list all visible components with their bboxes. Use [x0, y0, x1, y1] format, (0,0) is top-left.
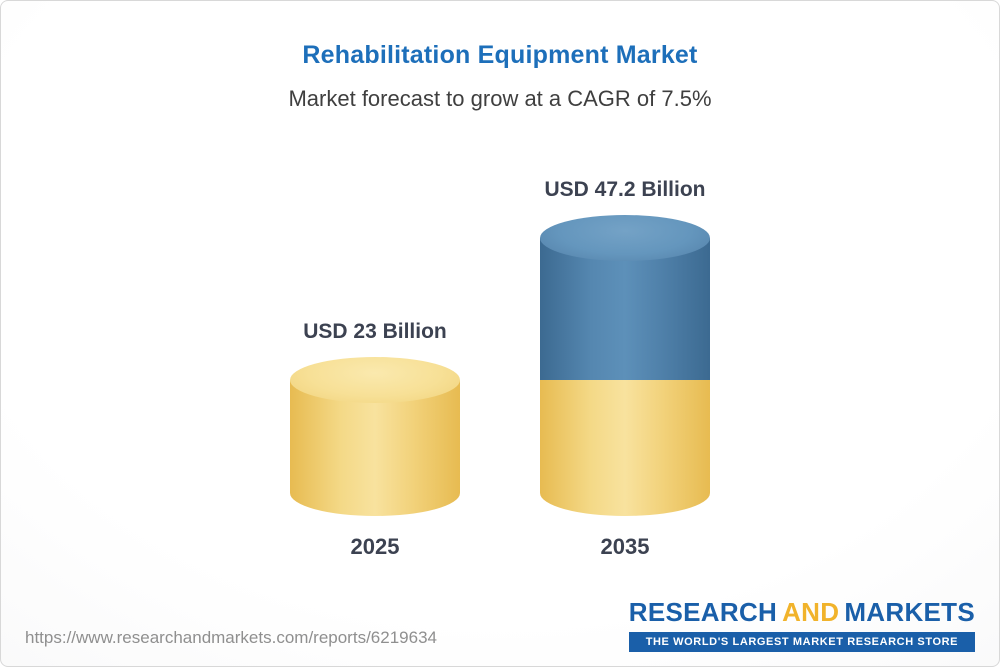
value-label-2035: USD 47.2 Billion [544, 177, 706, 201]
category-label-2025: 2025 [350, 534, 400, 559]
cylinder-2035-top-cap [540, 214, 710, 261]
cylinder-2035 [540, 214, 710, 516]
cylinder-2025 [290, 357, 460, 516]
chart-area: USD 23 Billion 2025 USD 47.2 Billion 203… [1, 112, 999, 560]
page-subtitle: Market forecast to grow at a CAGR of 7.5… [288, 86, 712, 111]
chart-header: Rehabilitation Equipment Market Market f… [1, 1, 999, 112]
cylinder-2035-base-segment [540, 380, 710, 516]
bar-group-2035: USD 47.2 Billion 2035 [540, 178, 710, 560]
cylinder-2025-top-cap [290, 357, 460, 404]
page-title: Rehabilitation Equipment Market [302, 41, 698, 69]
cylinder-2035-growth-segment [540, 237, 710, 381]
footer: https://www.researchandmarkets.com/repor… [1, 597, 999, 666]
logo-tagline: THE WORLD'S LARGEST MARKET RESEARCH STOR… [628, 632, 975, 652]
logo-word-markets: MARKETS [844, 597, 975, 627]
logo-word-research: RESEARCH [628, 597, 778, 627]
logo-wordmark: RESEARCH AND MARKETS [629, 597, 975, 628]
bar-group-2025: USD 23 Billion 2025 [290, 320, 460, 560]
logo-word-and: AND [782, 597, 840, 627]
category-label-2035: 2035 [600, 534, 650, 559]
report-url: https://www.researchandmarkets.com/repor… [25, 628, 437, 647]
research-and-markets-logo: RESEARCH AND MARKETS THE WORLD'S LARGEST M… [628, 597, 975, 652]
value-label-2025: USD 23 Billion [303, 320, 447, 344]
